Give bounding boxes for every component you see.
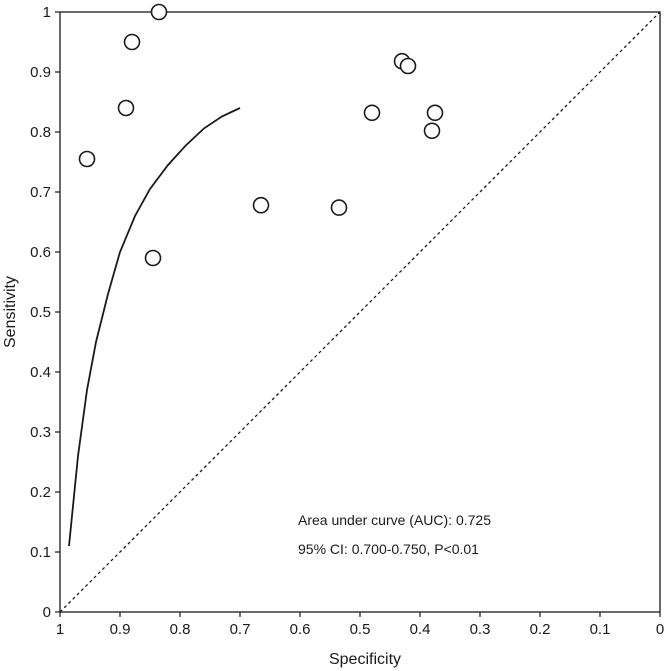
x-tick-label: 0.8 <box>170 621 191 638</box>
auc-annotation: Area under curve (AUC): 0.725 <box>298 512 491 528</box>
y-tick-label: 0 <box>43 604 51 621</box>
x-tick-label: 0.6 <box>290 621 311 638</box>
study-point <box>426 104 444 122</box>
x-tick-label: 0 <box>656 621 664 638</box>
x-tick-label: 1 <box>56 621 64 638</box>
study-point <box>78 150 96 168</box>
study-point <box>117 99 135 117</box>
x-tick-label: 0.1 <box>590 621 611 638</box>
study-point <box>150 3 168 21</box>
x-tick-label: 0.4 <box>410 621 431 638</box>
ci-annotation: 95% CI: 0.700-0.750, P<0.01 <box>298 541 479 557</box>
study-point <box>144 249 162 267</box>
x-tick-label: 0.9 <box>110 621 131 638</box>
x-tick-label: 0.3 <box>470 621 491 638</box>
y-tick-label: 0.5 <box>30 304 51 321</box>
y-tick-label: 0.7 <box>30 184 51 201</box>
y-tick-label: 0.8 <box>30 124 51 141</box>
y-tick-label: 1 <box>43 4 51 21</box>
x-tick-label: 0.5 <box>350 621 371 638</box>
study-point <box>363 104 381 122</box>
x-tick-label: 0.7 <box>230 621 251 638</box>
x-tick-label: 0.2 <box>530 621 551 638</box>
y-axis-ticks: 0 0.1 0.2 0.3 0.4 0.5 0.6 0.7 0.8 0.9 1 <box>30 4 60 621</box>
study-point <box>252 196 270 214</box>
study-points <box>78 3 444 267</box>
study-point <box>399 57 417 75</box>
y-tick-label: 0.2 <box>30 484 51 501</box>
y-tick-label: 0.1 <box>30 544 51 561</box>
y-tick-label: 0.3 <box>30 424 51 441</box>
y-tick-label: 0.6 <box>30 244 51 261</box>
y-tick-label: 0.9 <box>30 64 51 81</box>
y-axis-title: Sensitivity <box>2 276 19 348</box>
study-point <box>123 33 141 51</box>
summary-roc-curve <box>68 107 241 547</box>
x-axis-title: Specificity <box>329 651 401 668</box>
study-point <box>330 199 348 216</box>
x-axis-ticks: 1 0.9 0.8 0.7 0.6 0.5 0.4 0.3 0.2 0.1 0 <box>56 612 664 638</box>
study-point <box>423 122 441 140</box>
y-tick-label: 0.4 <box>30 364 51 381</box>
